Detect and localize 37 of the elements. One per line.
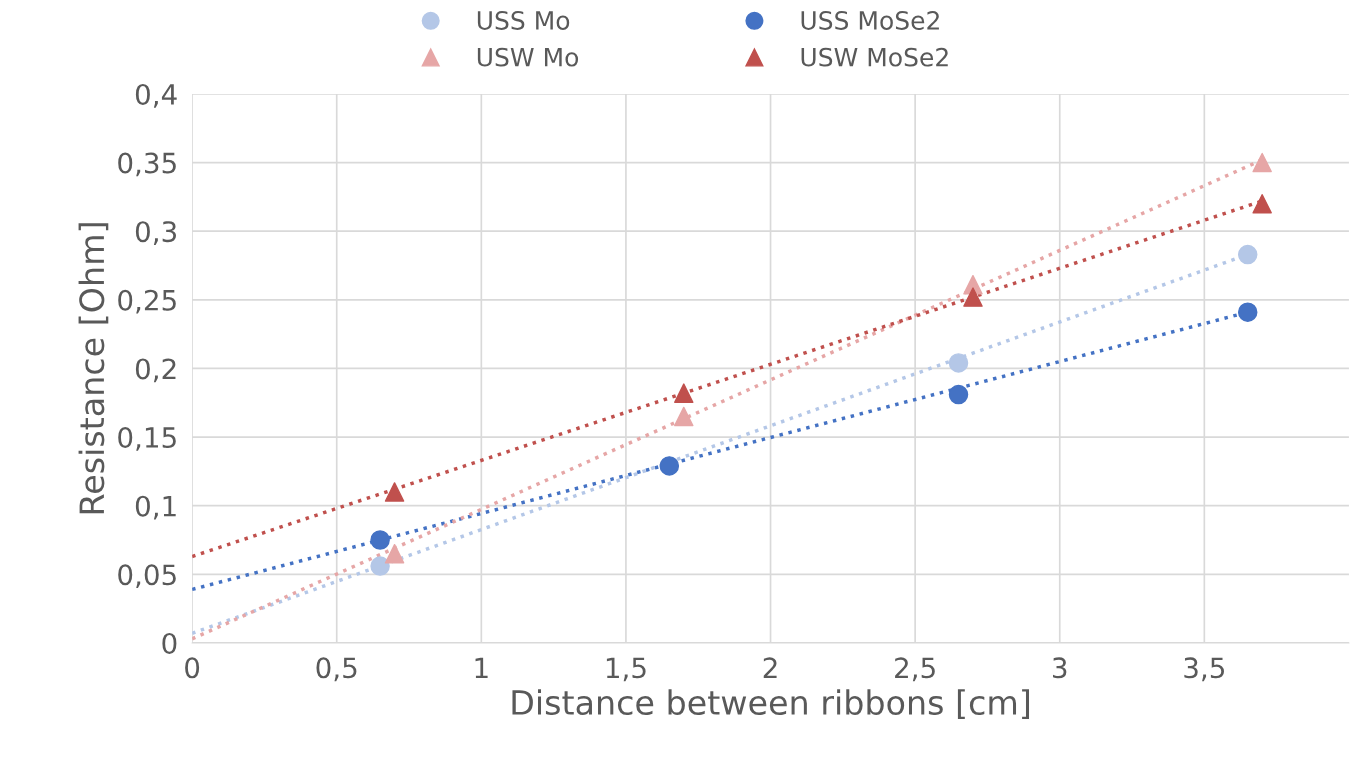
y-tick-label: 0	[162, 632, 177, 654]
y-tick-label: 0,05	[118, 564, 176, 589]
point	[674, 383, 694, 403]
x-tick-label: 3,5	[1184, 657, 1224, 682]
point	[948, 353, 969, 373]
y-axis-title: Resistance [Ohm]	[78, 223, 109, 514]
point	[948, 384, 969, 405]
y-tick-label: 0,1	[135, 495, 176, 520]
point	[1252, 193, 1272, 214]
x-tick-label: 3	[1053, 657, 1067, 679]
x-tick-label: 0	[185, 657, 200, 679]
y-tick-label: 0,35	[118, 152, 176, 177]
x-tick-label: 1,5	[606, 657, 646, 682]
y-tick-label: 0,2	[135, 358, 176, 383]
y-tick-label: 0,4	[135, 83, 177, 108]
x-tick-label: 1	[475, 657, 488, 678]
point	[370, 530, 390, 550]
x-tick-label: 2,5	[895, 657, 935, 682]
point	[963, 287, 983, 307]
point	[1237, 302, 1258, 322]
legend-label: USS MoSe2	[801, 10, 939, 30]
point	[384, 482, 405, 502]
x-tick-label: 2	[763, 657, 777, 678]
y-tick-label: 0,3	[135, 221, 177, 245]
legend-label: USS Mo	[477, 10, 570, 30]
x-tick-label: 0,5	[316, 657, 357, 682]
x-axis-title: Distance between ribbons [cm]	[512, 689, 1029, 719]
legend-label: USW Mo	[477, 47, 579, 67]
point	[1252, 152, 1272, 173]
y-tick-label: 0,15	[118, 427, 176, 451]
point	[1237, 244, 1258, 265]
point	[659, 456, 680, 476]
point	[370, 556, 390, 576]
y-tick-label: 0,25	[118, 289, 176, 314]
point	[674, 406, 694, 427]
point	[384, 543, 405, 564]
legend-label: USW MoSe2	[801, 47, 948, 67]
